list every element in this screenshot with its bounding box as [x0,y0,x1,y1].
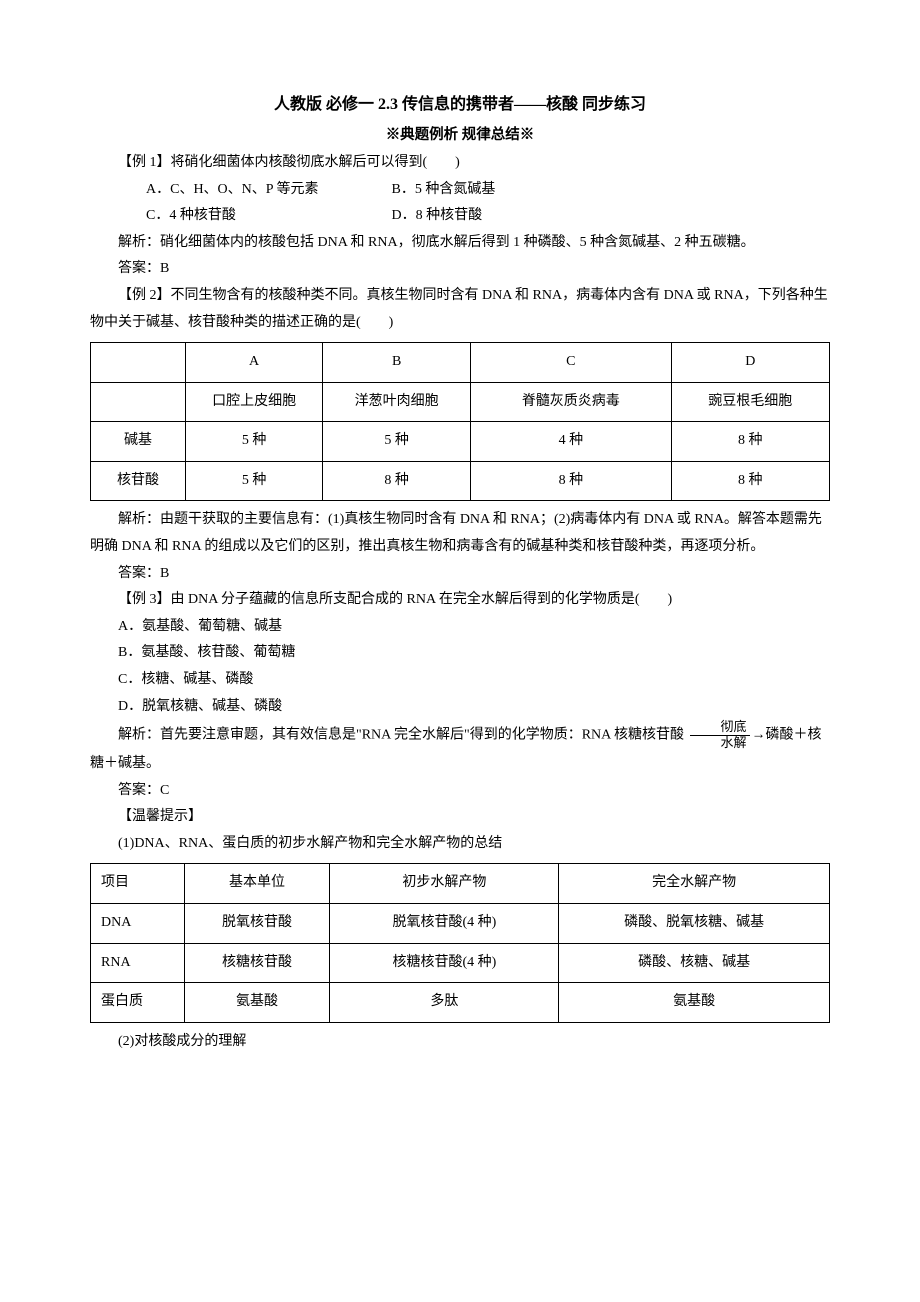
example-3-analysis: 解析：首先要注意审题，其有效信息是"RNA 完全水解后"得到的化学物质：RNA … [90,720,830,777]
option-c: C．4 种核苷酸 [118,203,388,230]
document-subtitle: ※典题例析 规律总结※ [90,122,830,150]
fraction-bottom: 水解 [690,736,750,751]
arrow-icon: → [752,728,766,743]
example-1-stem: 【例 1】将硝化细菌体内核酸彻底水解后可以得到( ) [90,150,830,177]
table-cell: 磷酸、核糖、碱基 [559,943,830,983]
table-cell: 洋葱叶肉细胞 [323,382,471,422]
table-cell: 脱氧核苷酸(4 种) [330,904,559,944]
example-1-options-row1: A．C、H、O、N、P 等元素 B．5 种含氮碱基 [90,177,830,204]
option-a: A．氨基酸、葡萄糖、碱基 [90,614,830,641]
table-cell: B [323,343,471,383]
tip-line-2: (2)对核酸成分的理解 [90,1029,830,1056]
option-d: D．8 种核苷酸 [392,208,483,223]
table-cell: 8 种 [323,461,471,501]
table-cell: 4 种 [471,422,672,462]
table-cell: 多肽 [330,983,559,1023]
example-3-stem: 【例 3】由 DNA 分子蕴藏的信息所支配合成的 RNA 在完全水解后得到的化学… [90,587,830,614]
table-cell: 核糖核苷酸 [184,943,330,983]
table-cell: 5 种 [186,461,323,501]
table-cell: 项目 [91,864,185,904]
document-title: 人教版 必修一 2.3 传信息的携带者——核酸 同步练习 [90,90,830,120]
table-cell: 初步水解产物 [330,864,559,904]
table-cell: 5 种 [323,422,471,462]
table-cell: RNA [91,943,185,983]
tip-heading: 【温馨提示】 [90,804,830,831]
example-1-analysis: 解析：硝化细菌体内的核酸包括 DNA 和 RNA，彻底水解后得到 1 种磷酸、5… [90,230,830,257]
option-d: D．脱氧核糖、碱基、磷酸 [90,694,830,721]
option-a: A．C、H、O、N、P 等元素 [118,177,388,204]
table-cell: 核糖核苷酸(4 种) [330,943,559,983]
table-cell: 磷酸、脱氧核糖、碱基 [559,904,830,944]
table-cell: 完全水解产物 [559,864,830,904]
example-2-answer: 答案：B [90,561,830,588]
table-cell: 氨基酸 [559,983,830,1023]
table-cell: 豌豆根毛细胞 [671,382,829,422]
table-cell: 碱基 [91,422,186,462]
table-cell: 脊髓灰质炎病毒 [471,382,672,422]
table-cell: 蛋白质 [91,983,185,1023]
table-cell: DNA [91,904,185,944]
example-2-stem: 【例 2】不同生物含有的核酸种类不同。真核生物同时含有 DNA 和 RNA，病毒… [90,283,830,336]
fraction-arrow: 彻底 水解 [690,720,750,751]
tip-line-1: (1)DNA、RNA、蛋白质的初步水解产物和完全水解产物的总结 [90,831,830,858]
table-cell: 氨基酸 [184,983,330,1023]
table-cell: C [471,343,672,383]
fraction-top: 彻底 [690,720,750,736]
table-cell: 5 种 [186,422,323,462]
option-b: B．5 种含氮碱基 [392,182,496,197]
table-cell: 8 种 [471,461,672,501]
table-cell: 脱氧核苷酸 [184,904,330,944]
table-cell: 核苷酸 [91,461,186,501]
option-b: B．氨基酸、核苷酸、葡萄糖 [90,640,830,667]
example-1-options-row2: C．4 种核苷酸 D．8 种核苷酸 [90,203,830,230]
example-1-answer: 答案：B [90,256,830,283]
example-2-analysis: 解析：由题干获取的主要信息有：(1)真核生物同时含有 DNA 和 RNA；(2)… [90,507,830,560]
table-cell: 8 种 [671,422,829,462]
tip-table: 项目基本单位初步水解产物完全水解产物 DNA脱氧核苷酸脱氧核苷酸(4 种)磷酸、脱… [90,863,830,1022]
example-3-answer: 答案：C [90,778,830,805]
table-cell: A [186,343,323,383]
table-cell [91,343,186,383]
option-c: C．核糖、碱基、磷酸 [90,667,830,694]
table-cell: 8 种 [671,461,829,501]
table-cell [91,382,186,422]
table-cell: 口腔上皮细胞 [186,382,323,422]
analysis-pre: 解析：首先要注意审题，其有效信息是"RNA 完全水解后"得到的化学物质：RNA … [118,728,684,743]
example-2-table: ABCD口腔上皮细胞洋葱叶肉细胞脊髓灰质炎病毒豌豆根毛细胞碱基5 种5 种4 种… [90,342,830,501]
table-cell: 基本单位 [184,864,330,904]
table-cell: D [671,343,829,383]
